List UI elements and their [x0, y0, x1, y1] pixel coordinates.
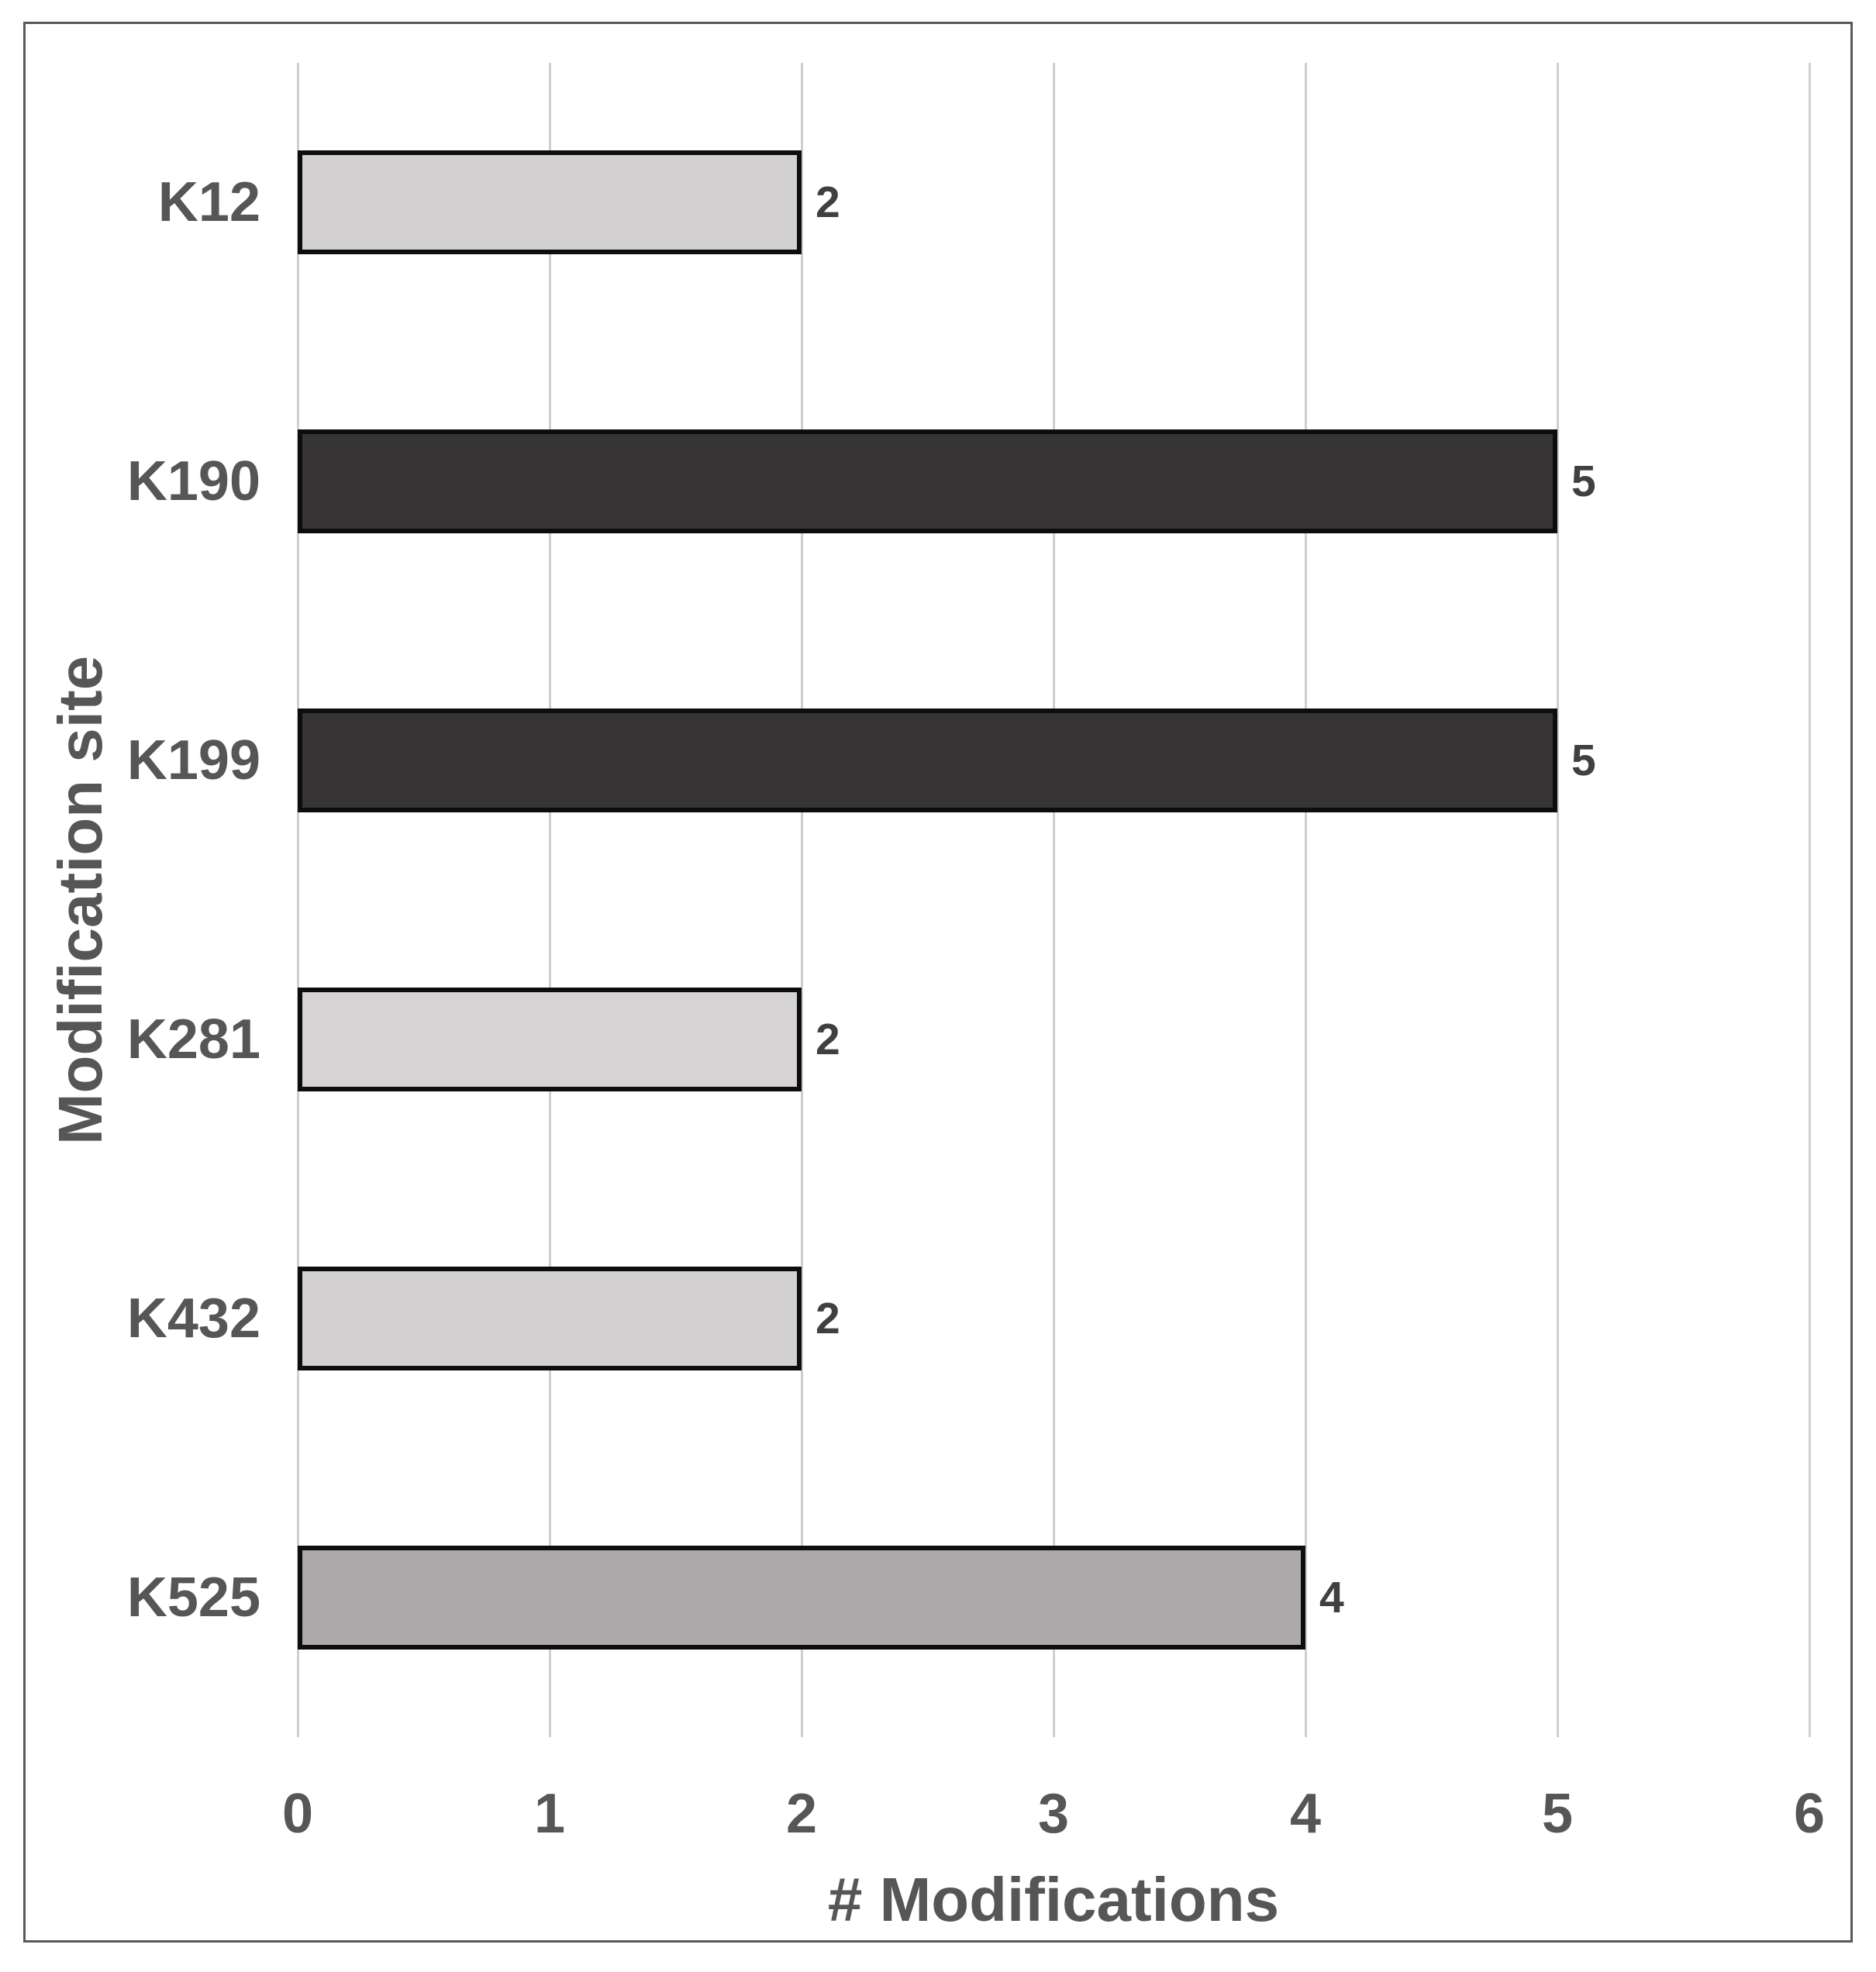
category-label: K199 [126, 729, 260, 791]
category-label: K190 [126, 450, 260, 512]
bar-row: K190 5 [127, 342, 1809, 621]
x-tick-label: 1 [533, 1783, 566, 1845]
category-label: K12 [157, 171, 260, 233]
category-label: K525 [126, 1567, 260, 1629]
gridline [1556, 63, 1559, 1737]
gridline [296, 63, 299, 1737]
gridline [548, 63, 551, 1737]
bar-k12 [298, 150, 802, 254]
bar-value-label: 2 [816, 178, 840, 227]
category-label: K432 [126, 1288, 260, 1350]
x-tick-label: 6 [1793, 1783, 1826, 1845]
bar-row: K525 4 [127, 1458, 1809, 1737]
bar-row: K281 2 [127, 900, 1809, 1179]
x-tick-label: 5 [1541, 1783, 1574, 1845]
gridline [800, 63, 803, 1737]
x-axis-title: # Modifications [827, 1865, 1280, 1934]
plot-area: K12 2 K190 5 K199 5 K281 2 K432 2 K525 4 [127, 63, 1811, 1737]
bar-row: K199 5 [127, 621, 1809, 900]
bar-value-label: 5 [1571, 736, 1596, 785]
gridline [1052, 63, 1055, 1737]
bar-rows: K12 2 K190 5 K199 5 K281 2 K432 2 K525 4 [127, 63, 1809, 1737]
gridline [1304, 63, 1307, 1737]
x-tick-label: 2 [785, 1783, 818, 1845]
gridline [1808, 63, 1811, 1737]
bar-value-label: 2 [816, 1015, 840, 1064]
x-axis-ticks: 0 1 2 3 4 5 6 [282, 1771, 1825, 1857]
bar-row: K432 2 [127, 1179, 1809, 1458]
bar-k432 [298, 1267, 802, 1370]
gridlines [296, 63, 1811, 1737]
bar-value-label: 4 [1319, 1573, 1344, 1622]
x-tick-label: 3 [1037, 1783, 1070, 1845]
x-tick-label: 0 [281, 1783, 314, 1845]
bar-value-label: 2 [816, 1294, 840, 1343]
chart-figure: Modification site K12 2 K190 5 K199 5 K281 2 K43… [23, 22, 1853, 1943]
category-label: K281 [126, 1008, 260, 1070]
bar-k199 [298, 708, 1557, 812]
y-axis-title: Modification site [46, 655, 115, 1145]
bar-k525 [298, 1546, 1305, 1650]
bar-k190 [298, 429, 1557, 533]
bar-value-label: 5 [1571, 457, 1596, 506]
bar-k281 [298, 988, 802, 1091]
bar-row: K12 2 [158, 63, 1809, 342]
x-tick-label: 4 [1289, 1783, 1322, 1845]
